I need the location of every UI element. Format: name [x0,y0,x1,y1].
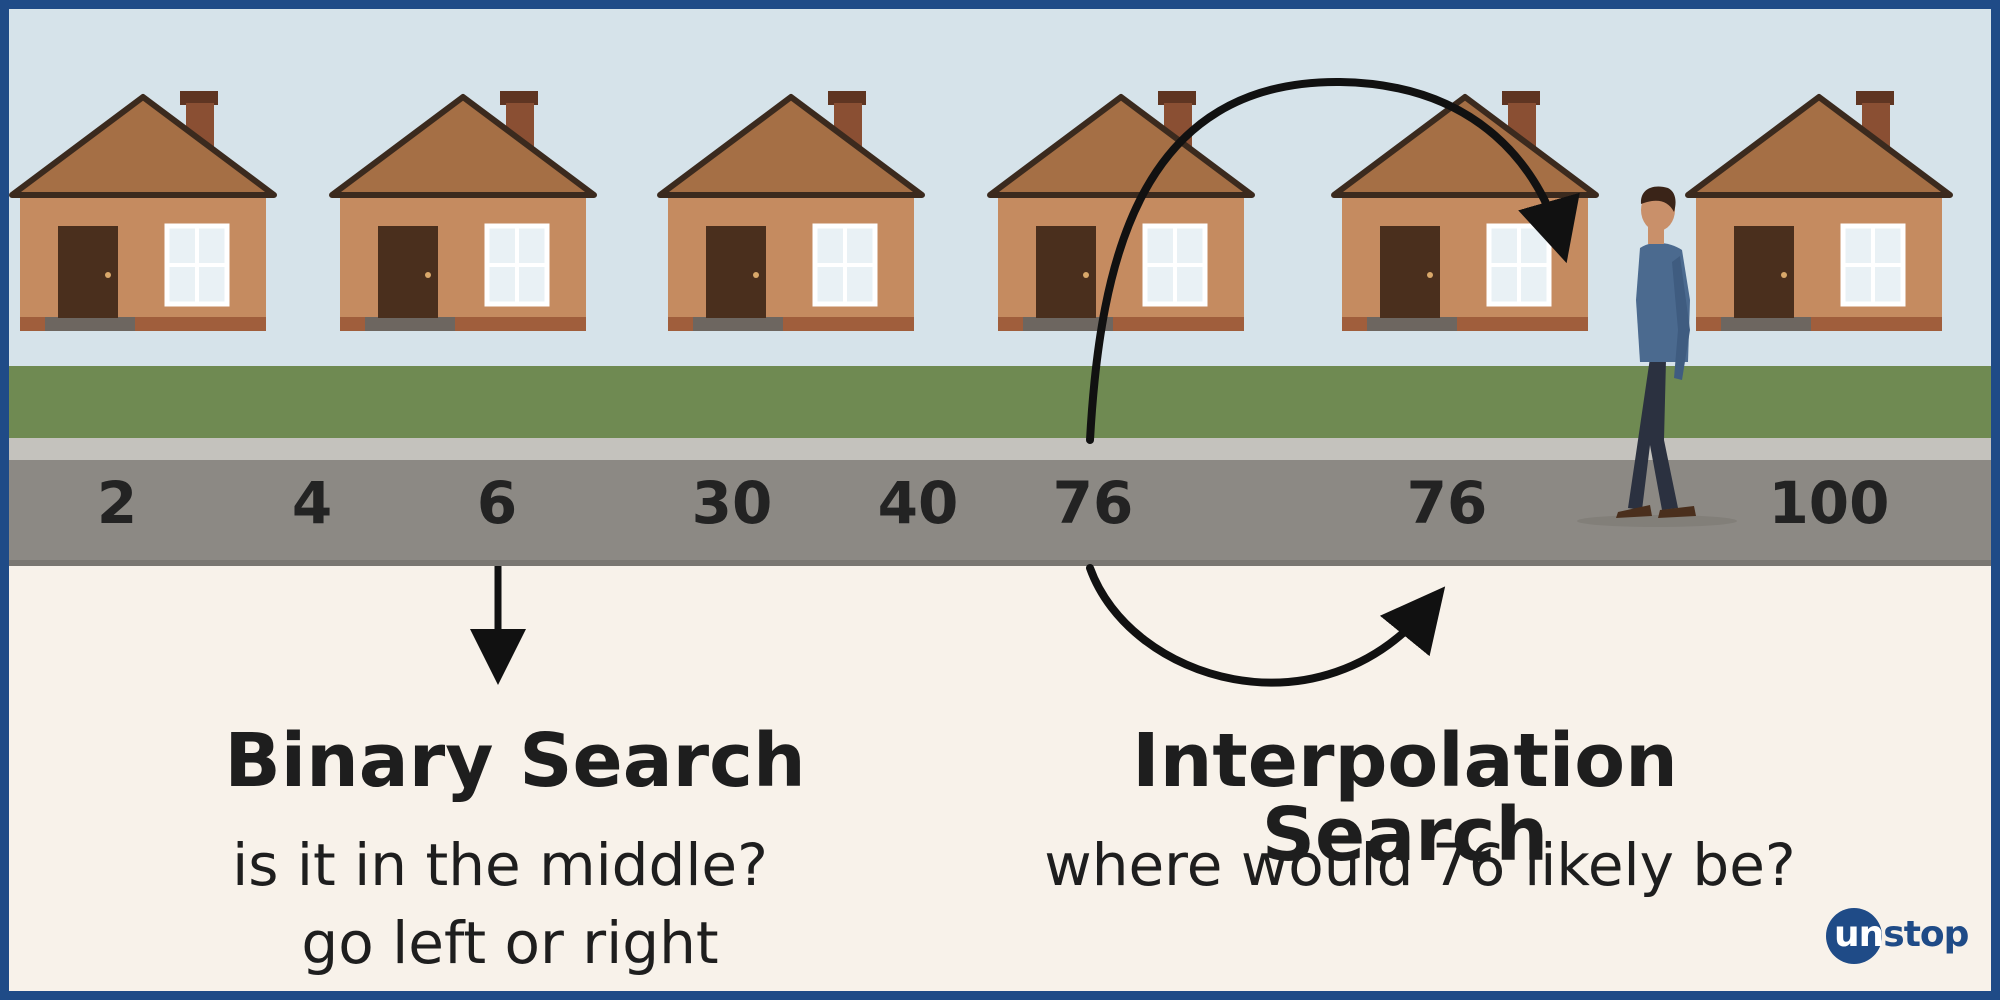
house-number: 100 [1768,469,1890,537]
interpolation-search-line1: where would 76 likely be? [1044,831,1796,899]
house-number: 76 [1052,469,1134,537]
house-number: 6 [476,469,518,537]
curved-arrow [1086,564,1446,687]
sidewalk [9,438,1991,460]
person-figure [1577,186,1737,527]
logo-text-un: un [1834,914,1884,955]
house-number: 4 [291,469,333,537]
house-number: 76 [1406,469,1488,537]
house-number: 30 [691,469,773,537]
house-number: 2 [96,469,138,537]
logo-text-stop: stop [1883,914,1969,955]
unstop-logo-icon [1826,908,1882,964]
house-number: 40 [877,469,959,537]
binary-search-line1: is it in the middle? [232,831,768,899]
binary-search-title: Binary Search [224,718,806,804]
grass [9,366,1991,438]
interpolation-search-title: Interpolation Search [1132,718,1678,878]
road-edge [9,560,1991,566]
jump-arrow [1086,77,1580,444]
binary-search-line2: go left or right [301,909,719,977]
